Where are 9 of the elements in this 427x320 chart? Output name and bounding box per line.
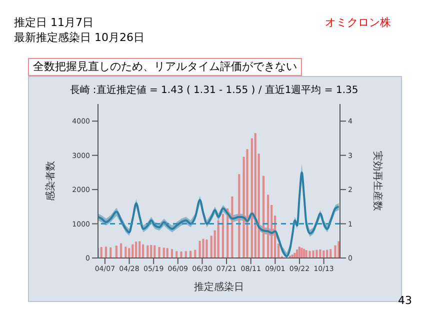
- text: 最新推定感染日 10月26日: [14, 31, 144, 45]
- y-axis-title: 感染者数: [44, 161, 57, 201]
- text: 全数把握見直しのため、リアルタイム評価ができない: [28, 58, 302, 76]
- x-axis-title: 推定感染日: [194, 281, 244, 293]
- text: オミクロン株: [325, 16, 391, 30]
- y2-axis-title: 実効再生産数: [371, 151, 384, 211]
- text: 推定日 11月7日: [14, 16, 94, 30]
- text: 43: [398, 294, 412, 308]
- chart-title: 長崎 :直近推定値 = 1.43 ( 1.31 - 1.55 ) / 直近1週平均 = 1.35: [68, 84, 360, 97]
